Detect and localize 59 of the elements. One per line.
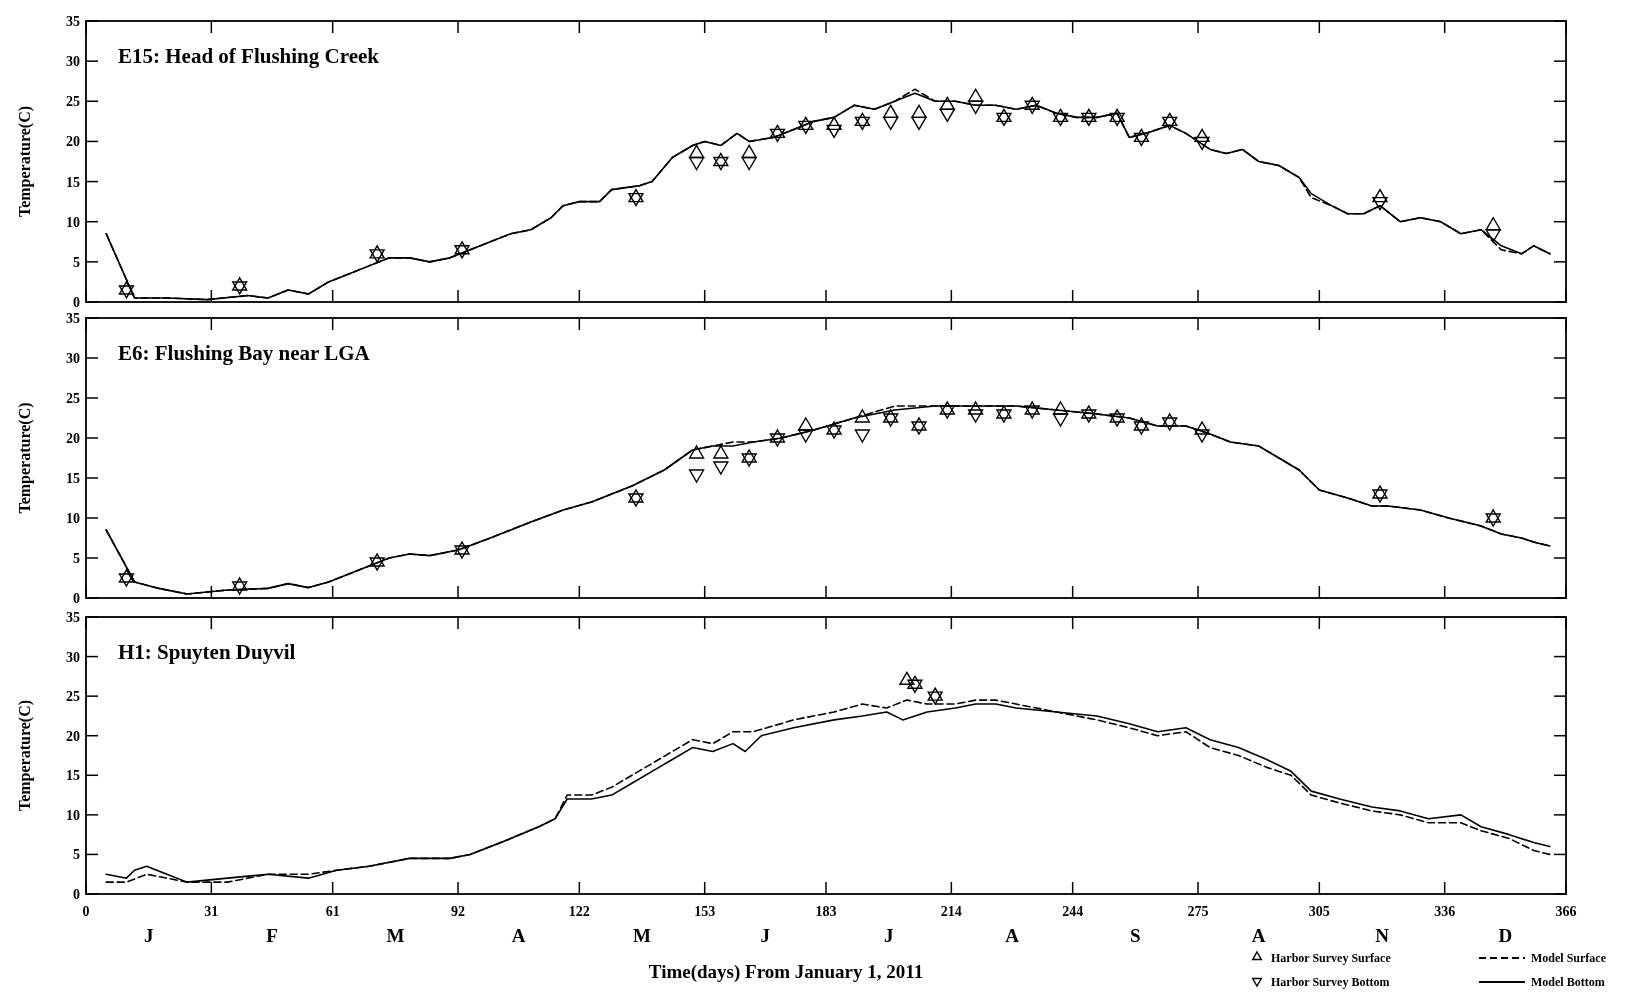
text: D: [1498, 925, 1513, 946]
y-tick-label: 10: [66, 807, 80, 823]
y-tick-label: 15: [66, 471, 80, 486]
x-tick-label: 92: [451, 904, 466, 919]
x-tick-label: 31: [204, 904, 219, 919]
text: E15: Head of Flushing Creek: [118, 44, 380, 68]
y-tick-label: 0: [73, 887, 80, 902]
y-tick-label: 35: [66, 610, 80, 625]
text: E6: Flushing Bay near LGA: [118, 341, 371, 365]
y-tick-label: 20: [66, 134, 80, 150]
text: A: [1251, 925, 1266, 946]
text: S: [1130, 925, 1141, 946]
y-tick-label: 30: [66, 351, 80, 366]
text: M: [386, 925, 405, 946]
y-tick-label: 35: [66, 14, 80, 29]
y-tick-label: 25: [66, 94, 80, 110]
text: A: [511, 925, 526, 946]
y-tick-label: 5: [73, 551, 80, 566]
text: N: [1375, 925, 1390, 946]
x-tick-label: 336: [1434, 904, 1456, 919]
text: J: [143, 925, 154, 946]
text: J: [883, 925, 894, 946]
text: H1: Spuyten Duyvil: [118, 640, 296, 664]
x-tick-label: 153: [694, 904, 716, 919]
y-axis-title: Temperature(C): [16, 699, 34, 812]
text: A: [1005, 925, 1020, 946]
y-tick-label: 5: [73, 847, 80, 863]
y-tick-label: 10: [66, 214, 80, 230]
x-tick-label: 122: [568, 904, 590, 919]
y-tick-label: 25: [66, 689, 80, 705]
y-tick-label: 20: [66, 728, 80, 744]
y-tick-label: 20: [66, 431, 80, 446]
x-axis-title: Time(days) From January 1, 2011: [648, 961, 924, 983]
x-tick-label: 244: [1062, 904, 1084, 919]
x-tick-label: 275: [1187, 904, 1209, 919]
y-tick-label: 15: [66, 174, 80, 190]
y-tick-label: 10: [66, 511, 80, 526]
y-tick-label: 15: [66, 768, 80, 784]
y-tick-label: 5: [73, 254, 80, 270]
x-tick-label: 214: [940, 904, 962, 919]
legend-label: Model Bottom: [1531, 975, 1605, 989]
x-tick-label: 61: [325, 904, 340, 919]
y-axis-title: Temperature(C): [16, 105, 34, 218]
text: F: [266, 925, 278, 946]
y-tick-label: 0: [73, 295, 80, 310]
x-tick-label: 183: [815, 904, 837, 919]
x-tick-label: 305: [1308, 904, 1330, 919]
y-tick-label: 30: [66, 649, 80, 665]
x-tick-label: 366: [1555, 904, 1577, 919]
y-tick-label: 25: [66, 391, 80, 406]
y-tick-label: 30: [66, 54, 80, 70]
legend-label: Harbor Survey Surface: [1271, 951, 1392, 965]
y-axis-title: Temperature(C): [16, 402, 34, 514]
legend-label: Harbor Survey Bottom: [1271, 975, 1390, 989]
text: M: [633, 925, 652, 946]
y-tick-label: 35: [66, 311, 80, 326]
legend-label: Model Surface: [1531, 951, 1607, 965]
text: J: [760, 925, 771, 946]
y-tick-label: 0: [73, 591, 80, 606]
